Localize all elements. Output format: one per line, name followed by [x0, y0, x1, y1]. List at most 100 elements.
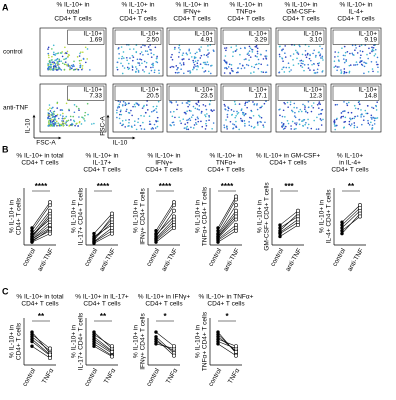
pair-line: [279, 216, 299, 229]
density-dot: [377, 71, 379, 73]
density-dot: [225, 47, 228, 49]
density-dot: [64, 58, 67, 60]
density-dot: [60, 60, 62, 62]
density-dot: [134, 120, 136, 123]
density-dot: [187, 118, 190, 121]
density-dot: [333, 121, 336, 124]
density-dot: [173, 124, 175, 126]
density-dot: [137, 69, 140, 72]
density-dot: [188, 117, 191, 120]
density-dot: [192, 105, 195, 108]
density-dot: [252, 101, 254, 103]
density-dot: [47, 52, 50, 55]
density-dot: [306, 53, 309, 56]
density-dot: [202, 61, 205, 64]
pair-line: [279, 210, 299, 226]
density-dot: [78, 55, 81, 57]
density-dot: [240, 119, 243, 122]
density-dot: [225, 66, 227, 69]
density-dot: [244, 104, 246, 107]
density-dot: [87, 113, 89, 116]
density-dot: [250, 48, 253, 51]
density-dot: [343, 68, 346, 70]
density-dot: [354, 49, 356, 52]
density-dot: [306, 127, 309, 129]
density-dot: [354, 44, 357, 47]
y-axis-label: IFNγ+ CD4+ T cells: [140, 188, 147, 245]
point: [340, 223, 344, 227]
density-dot: [63, 122, 65, 125]
density-dot: [49, 117, 51, 120]
point: [234, 208, 239, 213]
density-dot: [314, 56, 317, 58]
density-dot: [73, 65, 75, 67]
density-dot: [119, 101, 122, 103]
point: [234, 349, 239, 354]
density-dot: [213, 109, 215, 111]
density-dot: [143, 60, 146, 63]
density-dot: [260, 106, 262, 109]
density-dot: [358, 103, 361, 105]
density-dot: [52, 111, 55, 113]
density-dot: [48, 124, 50, 127]
density-dot: [52, 63, 54, 65]
row-label: anti-TNF: [3, 105, 28, 112]
density-dot: [56, 61, 59, 63]
density-dot: [137, 62, 139, 64]
density-dot: [146, 104, 148, 106]
density-dot: [358, 45, 361, 48]
density-dot: [207, 63, 210, 66]
density-dot: [226, 128, 228, 130]
y-axis-label: % IL-10+ in: [71, 200, 78, 233]
point: [92, 231, 96, 236]
gate: [67, 29, 105, 45]
flow-plot: [112, 27, 164, 77]
density-dot: [256, 47, 259, 50]
density-dot: [65, 102, 68, 105]
density-dot: [192, 114, 194, 116]
density-dot: [230, 64, 233, 66]
point: [172, 214, 177, 219]
density-dot: [280, 121, 283, 124]
density-dot: [248, 121, 250, 123]
density-dot: [355, 61, 358, 63]
y-axis-label: % IL-10+ in: [195, 200, 202, 233]
density-dot: [54, 54, 57, 56]
density-dot: [319, 54, 321, 57]
density-dot: [282, 109, 285, 112]
density-dot: [50, 113, 52, 116]
density-dot: [76, 56, 79, 58]
density-dot: [235, 48, 238, 51]
column-header: % IL-10+ in: [339, 2, 372, 9]
density-dot: [180, 68, 182, 71]
density-dot: [132, 56, 135, 58]
density-dot: [304, 106, 306, 108]
density-dot: [55, 115, 58, 117]
density-dot: [338, 60, 340, 62]
point: [154, 339, 158, 344]
y-axis-label: IL-17+ CD4+ T cells: [78, 312, 85, 370]
density-dot: [292, 64, 295, 66]
density-dot: [367, 70, 370, 73]
density-dot: [205, 124, 208, 127]
point: [47, 208, 52, 213]
point: [216, 229, 220, 233]
density-dot: [140, 46, 142, 48]
density-dot: [206, 61, 209, 63]
density-dot: [375, 61, 378, 63]
point: [278, 234, 282, 239]
density-dot: [319, 45, 321, 47]
density-dot: [357, 107, 359, 110]
density-dot: [125, 110, 127, 113]
density-dot: [234, 116, 237, 119]
density-dot: [196, 103, 198, 106]
pair-line: [93, 227, 113, 242]
density-dot: [54, 116, 56, 119]
density-dot: [128, 118, 130, 121]
column-header: % IL-10+ in: [56, 2, 89, 9]
density-dot: [182, 118, 185, 120]
density-dot: [300, 110, 303, 113]
density-dot: [51, 61, 54, 63]
density-dot: [63, 117, 65, 120]
plot-title: CD4+ T cells: [21, 160, 59, 167]
